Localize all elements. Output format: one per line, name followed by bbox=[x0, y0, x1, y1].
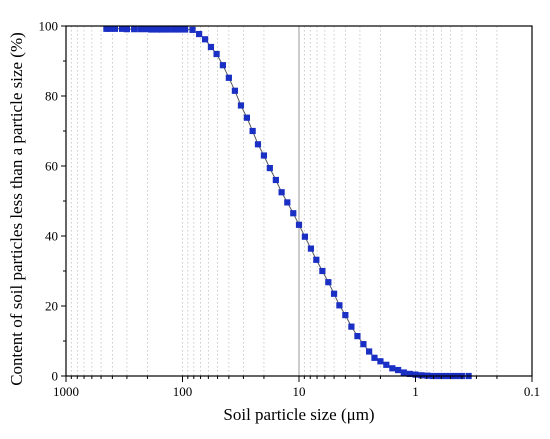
data-point bbox=[237, 102, 245, 109]
data-point bbox=[307, 245, 315, 252]
data-point bbox=[395, 366, 402, 374]
y-tick-label: 20 bbox=[45, 299, 58, 314]
data-point bbox=[330, 290, 338, 297]
data-point bbox=[143, 26, 150, 33]
data-point bbox=[103, 25, 110, 32]
data-point bbox=[284, 199, 291, 206]
y-tick-label: 60 bbox=[45, 159, 58, 174]
x-tick-label: 0.1 bbox=[524, 384, 540, 399]
data-point bbox=[383, 361, 390, 368]
data-point bbox=[137, 26, 144, 33]
y-tick-label: 80 bbox=[45, 89, 58, 104]
data-point bbox=[189, 26, 196, 33]
data-point bbox=[406, 370, 413, 377]
data-point bbox=[371, 354, 378, 361]
data-point bbox=[313, 256, 320, 263]
data-point bbox=[164, 26, 171, 33]
data-point bbox=[231, 87, 238, 94]
data-point bbox=[254, 141, 262, 148]
x-axis-title: Soil particle size (μm) bbox=[223, 405, 374, 424]
data-point bbox=[278, 189, 285, 196]
data-point bbox=[400, 369, 407, 376]
data-point bbox=[213, 50, 220, 58]
data-series bbox=[103, 25, 472, 380]
x-tick-label: 100 bbox=[173, 384, 193, 399]
data-point bbox=[154, 26, 161, 33]
data-point bbox=[272, 176, 279, 184]
data-point bbox=[366, 348, 373, 355]
axis-ticks: 1000 100 10 1 0.1 0 20 40 60 80 100 bbox=[39, 19, 541, 400]
y-tick-label: 40 bbox=[45, 229, 58, 244]
data-point bbox=[295, 221, 303, 228]
data-point bbox=[175, 26, 183, 33]
data-point bbox=[301, 233, 308, 240]
data-point bbox=[377, 358, 384, 365]
data-point bbox=[158, 26, 166, 33]
data-point bbox=[131, 26, 138, 33]
data-point bbox=[360, 341, 367, 348]
data-point bbox=[219, 62, 227, 69]
data-point bbox=[243, 114, 251, 121]
data-point bbox=[354, 333, 361, 340]
data-point bbox=[181, 26, 189, 33]
data-point bbox=[225, 74, 232, 81]
data-point bbox=[170, 26, 177, 33]
y-axis-title: Content of soil particles less than a pa… bbox=[7, 32, 26, 386]
data-point bbox=[336, 302, 343, 309]
data-point bbox=[412, 371, 419, 378]
data-point bbox=[260, 152, 268, 159]
data-point bbox=[389, 365, 396, 372]
data-point bbox=[348, 323, 355, 330]
data-point bbox=[106, 25, 113, 32]
grid-lines bbox=[70, 26, 533, 376]
data-point bbox=[290, 210, 297, 217]
data-point bbox=[118, 25, 126, 32]
x-tick-label: 1000 bbox=[53, 384, 79, 399]
data-point bbox=[325, 279, 332, 286]
data-point bbox=[342, 312, 349, 319]
x-tick-label: 10 bbox=[293, 384, 306, 399]
data-point bbox=[266, 165, 273, 172]
data-point bbox=[196, 30, 203, 38]
data-point bbox=[207, 43, 215, 51]
y-tick-label: 100 bbox=[39, 19, 59, 34]
y-tick-label: 0 bbox=[52, 369, 59, 384]
data-point bbox=[148, 26, 155, 33]
data-point bbox=[249, 127, 256, 135]
data-point bbox=[201, 36, 209, 43]
data-point bbox=[418, 372, 425, 379]
data-point bbox=[111, 25, 119, 32]
data-point bbox=[319, 267, 326, 275]
x-tick-label: 1 bbox=[412, 384, 419, 399]
data-point bbox=[123, 26, 131, 33]
